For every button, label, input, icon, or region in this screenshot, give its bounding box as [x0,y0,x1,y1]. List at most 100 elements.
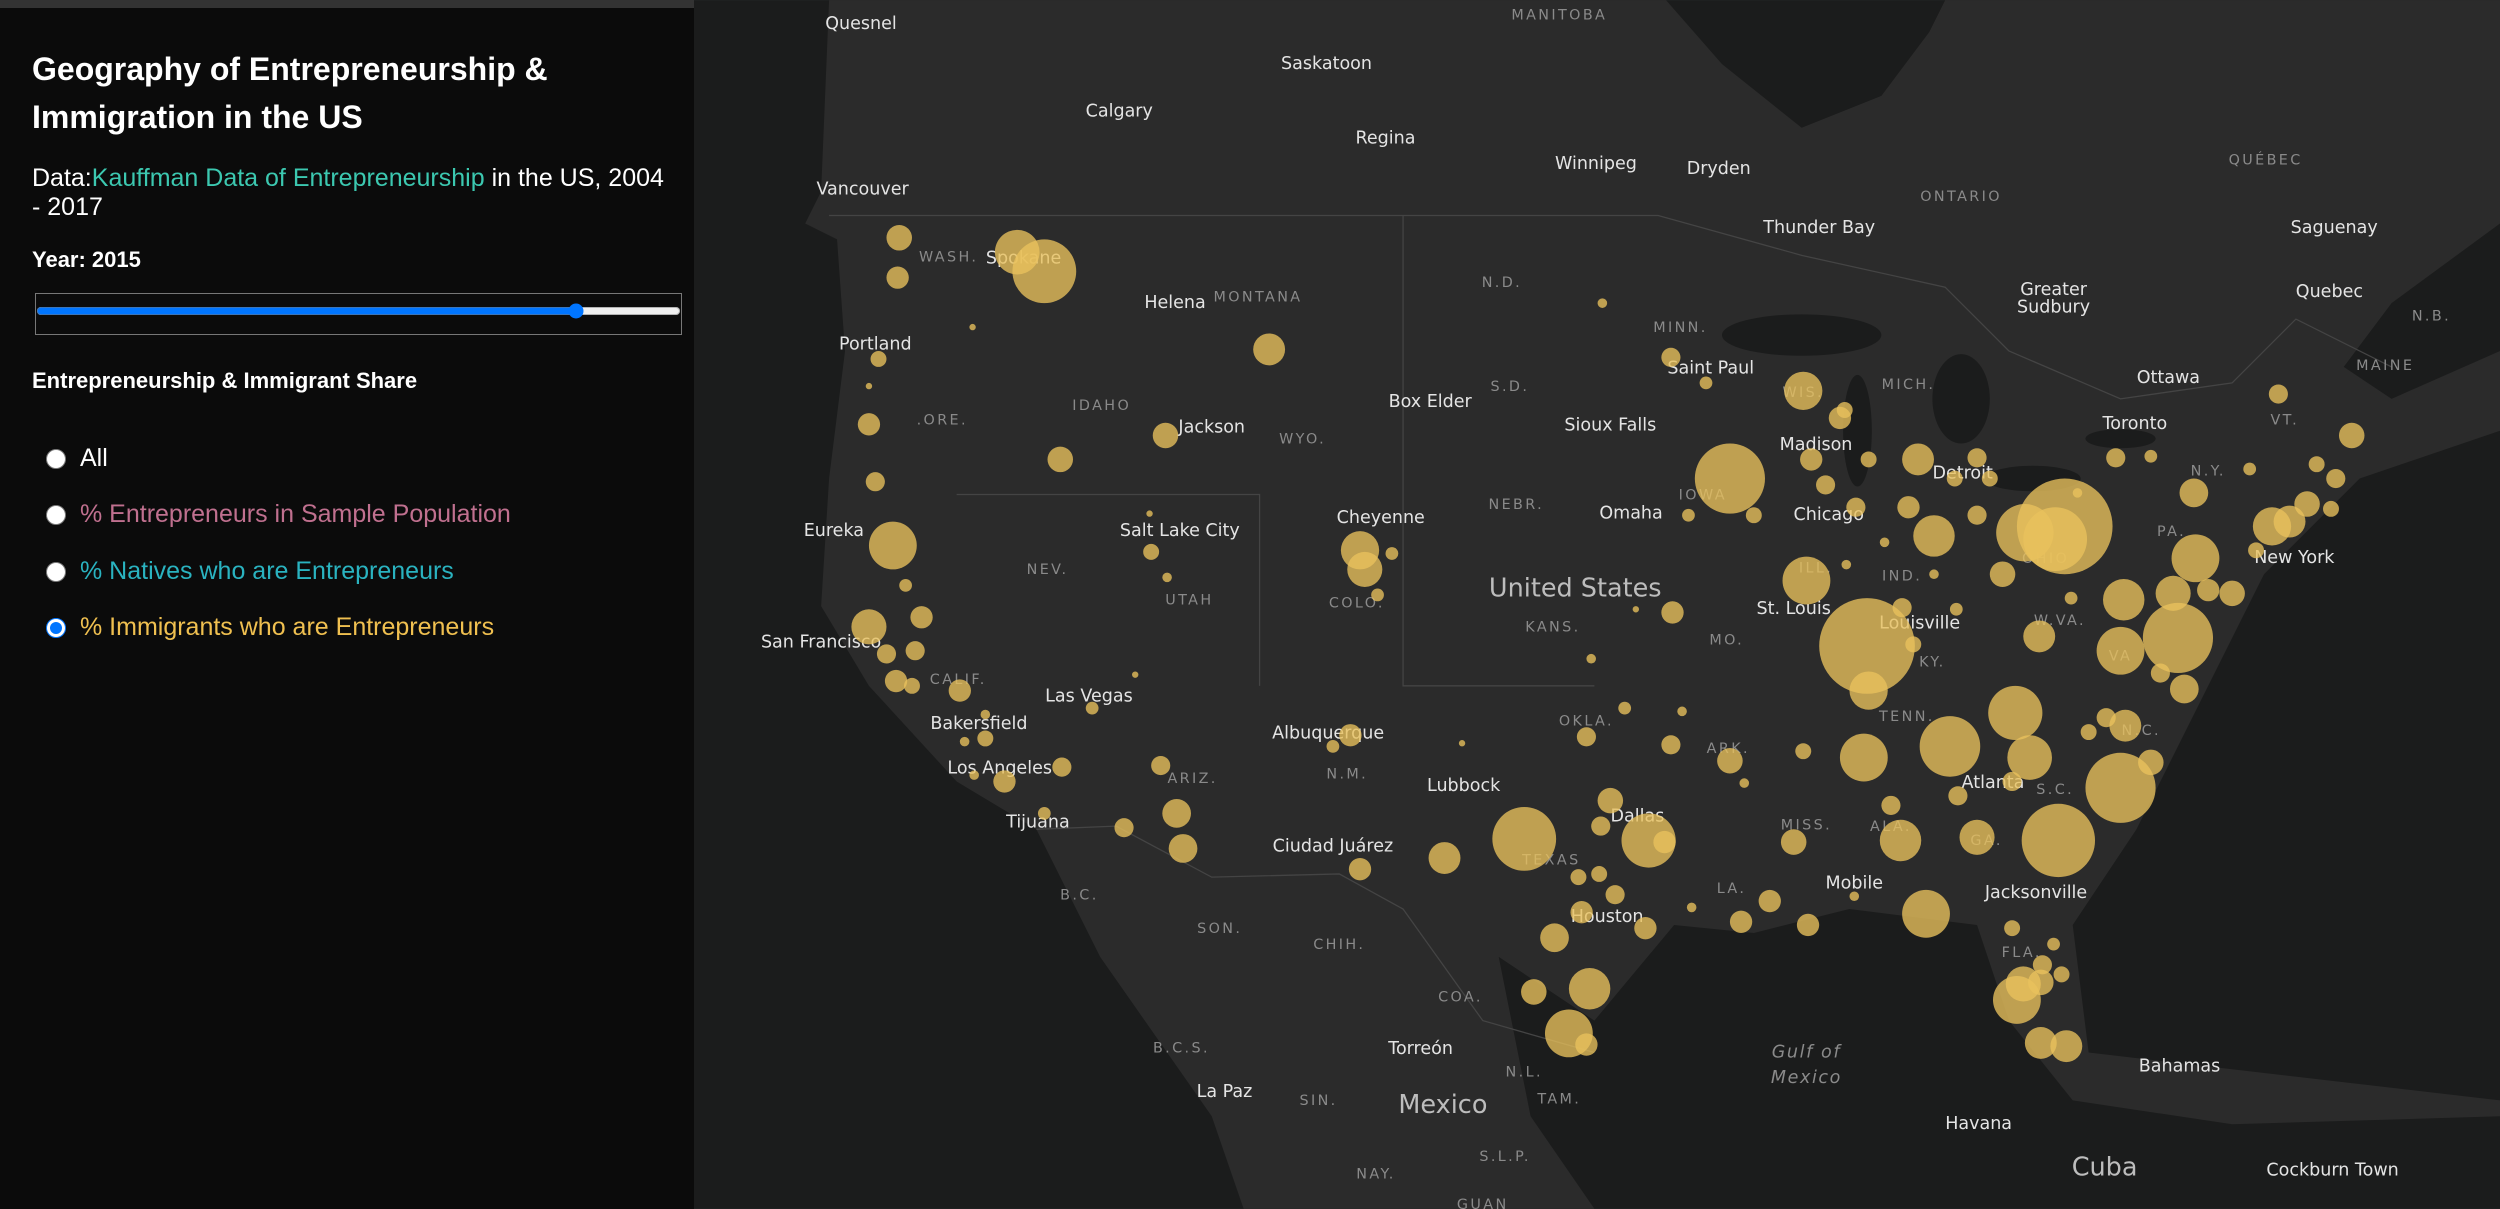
gulf [1498,909,2500,1209]
bubble [2072,488,2083,498]
bubble [2085,752,2156,823]
radio[interactable] [46,448,66,469]
map-label: Regina [1356,129,1416,149]
bubble [2197,578,2220,602]
map-label: KY. [1919,655,1945,671]
map-label: Greater [2020,280,2088,300]
bubble [2171,534,2220,583]
map-label: Jacksonville [1984,883,2087,903]
bubble [1168,834,1198,863]
bubble [1540,923,1569,953]
map-label: Saguenay [2291,218,2378,238]
bubble [2179,478,2209,508]
map-label: N.D. [1482,275,1522,291]
map-label: Ciudad Juárez [1273,837,1394,857]
map-label: QUÉBEC [2229,151,2303,168]
bubble [1586,653,1596,664]
map-label: Salt Lake City [1120,521,1240,541]
map-label: S.L.P. [1479,1149,1531,1165]
option[interactable]: % Natives who are Entrepreneurs [46,557,454,586]
bubble [876,644,897,664]
radio[interactable] [46,504,66,525]
option[interactable]: % Entrepreneurs in Sample Population [46,500,511,529]
map-label: OKLA. [1559,714,1614,730]
bubble [865,472,885,492]
option[interactable]: % Immigrants who are Entrepreneurs [46,613,494,642]
border [956,493,1261,686]
bubble [1371,588,1384,602]
bubble [1959,819,1995,855]
map-label: Torreón [1387,1039,1453,1059]
bubble [1699,376,1713,390]
bubble [1143,543,1160,560]
bubble [1929,569,1939,579]
bubble [1618,701,1632,715]
bubble [1860,451,1877,468]
map-label: Winnipeg [1555,154,1637,174]
bubble [1949,602,1963,616]
bubble [2142,602,2214,674]
bubble [1661,347,1681,367]
radio[interactable] [46,561,66,582]
map-label: Cheyenne [1337,508,1425,528]
map-label: MINN. [1653,320,1708,336]
bubble [904,677,920,694]
bubble [1162,572,1172,583]
bubble [2064,591,2078,605]
option[interactable]: All [46,444,108,473]
map-label: CHIH. [1313,937,1365,953]
bubble [2219,580,2245,607]
bubble [1653,830,1676,854]
map-label: Saskatoon [1281,54,1372,74]
data-link[interactable]: Kauffman Data of Entrepreneurship [91,164,485,192]
map-label: SIN. [1299,1093,1337,1109]
map-label: Chicago [1794,505,1864,525]
bubble [1570,901,1593,924]
radio[interactable] [46,617,66,638]
map-label: Sioux Falls [1564,416,1656,436]
map-label: MISS. [1781,817,1832,833]
bubble [1162,799,1192,828]
map-label: S.C. [2036,782,2074,798]
map-label: MONTANA [1213,290,1302,306]
map-label: NAY. [1356,1166,1395,1182]
bubble [980,709,991,720]
bubble [1739,778,1750,788]
bubble [1988,685,2043,741]
bubble [1796,913,1820,937]
map-label: COA. [1438,990,1483,1006]
map-label: Ottawa [2137,368,2200,388]
bubble [1597,298,1608,308]
map-label: N.L. [1506,1064,1543,1080]
map-label: Dryden [1687,159,1751,179]
bubble [1879,819,1922,862]
bubble [2338,422,2365,449]
bubble [993,770,1016,793]
option-label: % Immigrants who are Entrepreneurs [80,613,495,641]
bubble [1780,829,1807,855]
year-slider[interactable] [36,303,681,319]
lake [1843,374,1872,487]
bubble [2106,448,2126,468]
hudson-bay [1666,0,1946,128]
bubble [865,382,873,390]
map-label: UTAH [1165,593,1213,609]
map-label: Thunder Bay [1762,218,1875,238]
bubble [2080,724,2097,741]
year-slider-box [35,293,682,335]
map-label: Portland [839,334,912,354]
bubble [2144,449,2158,463]
map-label: New York [2254,548,2335,568]
bubble [1632,606,1640,613]
option-label: % Entrepreneurs in Sample Population [80,500,511,528]
bubble [1085,701,1099,715]
bubble [868,521,917,570]
borders [829,214,2392,1054]
bubble [1913,515,1955,557]
lake [1721,314,1882,356]
bubble [2002,771,2022,792]
map-label: Mexico [1771,1068,1842,1088]
bubble [2007,735,2052,780]
map-label: La Paz [1197,1082,1253,1102]
bubble [969,770,979,780]
